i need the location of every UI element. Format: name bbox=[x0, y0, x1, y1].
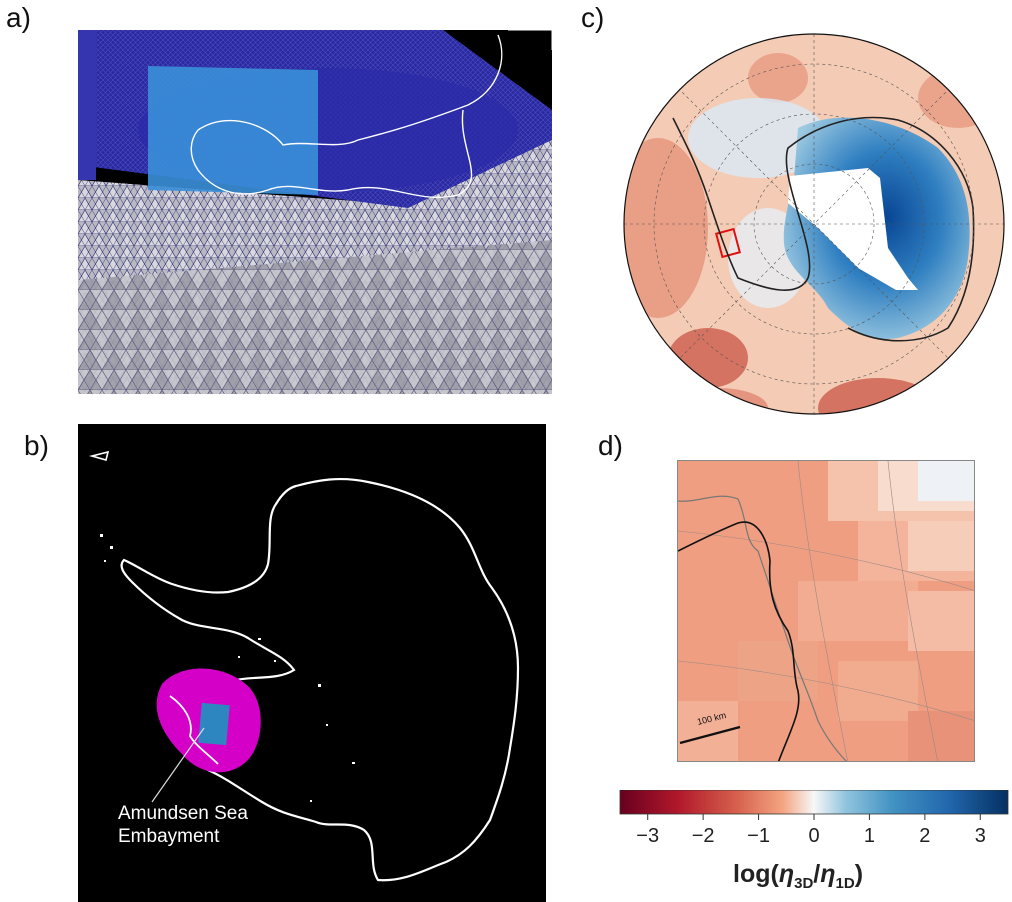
colorbar: −3 −2 −1 0 1 2 3 log(η3D/η1D) bbox=[618, 790, 1010, 902]
annotation-line-1: Amundsen Sea bbox=[118, 803, 248, 824]
colorbar-tick-label: −1 bbox=[747, 825, 770, 847]
eta-1d: η bbox=[820, 860, 836, 888]
colorbar-label: log(η3D/η1D) bbox=[733, 860, 863, 892]
sub-3d: 3D bbox=[794, 875, 814, 892]
colorbar-svg: −3 −2 −1 0 1 2 3 bbox=[619, 790, 1009, 847]
antarctica-outline-map bbox=[88, 450, 520, 882]
colorbar-tick-label: 1 bbox=[864, 825, 875, 847]
polar-map-svg bbox=[623, 33, 1005, 415]
viscosity-ratio-polar-map bbox=[618, 28, 1010, 420]
panel-a-label: a) bbox=[6, 2, 31, 33]
antarctica-model-region-panel: Amundsen Sea Embayment bbox=[78, 424, 546, 902]
panel-c-label: c) bbox=[581, 2, 605, 33]
colorbar-tick-label: −3 bbox=[636, 825, 659, 847]
panel-b-label: b) bbox=[24, 430, 49, 461]
colorbar-tick-label: 3 bbox=[975, 825, 986, 847]
mesh-3d-view bbox=[78, 30, 552, 394]
zoomed-viscosity-map: 100 km bbox=[677, 460, 975, 762]
label-prefix: log( bbox=[733, 860, 779, 888]
amundsen-sea-annotation: Amundsen Sea Embayment bbox=[118, 802, 278, 848]
panel-d-label: d) bbox=[598, 430, 623, 461]
sub-1d: 1D bbox=[835, 875, 855, 892]
mesh-3d-panel bbox=[78, 30, 552, 394]
label-suffix: ) bbox=[854, 860, 864, 888]
colorbar-gradient bbox=[619, 790, 1009, 815]
annotation-line-2: Embayment bbox=[118, 826, 220, 847]
eta-3d: η bbox=[778, 860, 795, 888]
colorbar-tick-label: 0 bbox=[808, 825, 819, 847]
scale-bar-line bbox=[679, 725, 741, 745]
label-slash: / bbox=[813, 860, 821, 888]
colorbar-tick-label: 2 bbox=[919, 825, 930, 847]
zoomed-map-svg: 100 km bbox=[678, 461, 974, 761]
colorbar-tick-label: −2 bbox=[692, 825, 715, 847]
colorbar-ticks: −3 −2 −1 0 1 2 3 bbox=[636, 814, 986, 847]
